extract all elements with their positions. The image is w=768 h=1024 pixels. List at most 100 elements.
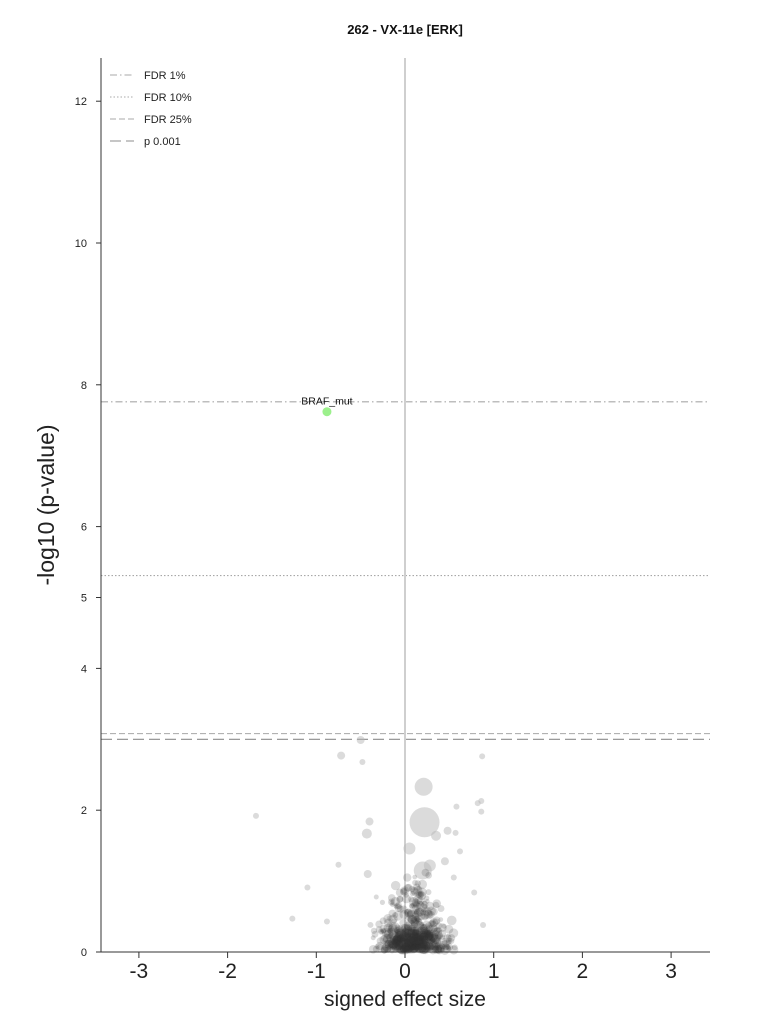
dark-point: [424, 931, 434, 940]
dark-point: [391, 936, 402, 947]
dark-point: [379, 899, 386, 905]
dark-point: [448, 928, 459, 938]
dark-point: [419, 932, 429, 943]
dark-point: [442, 944, 452, 954]
dark-point: [405, 934, 411, 940]
dark-point: [398, 933, 407, 941]
dark-point: [399, 933, 405, 939]
dark-point: [395, 930, 402, 937]
dark-point: [425, 930, 433, 938]
dark-point: [395, 941, 403, 950]
y-tick-label-7: 12: [75, 96, 87, 108]
dark-point: [421, 941, 431, 951]
dark-point: [381, 933, 391, 944]
dark-point: [413, 941, 420, 949]
dark-point: [410, 918, 420, 928]
dark-point: [410, 943, 420, 953]
dark-point: [418, 946, 425, 952]
dark-point: [412, 929, 420, 937]
dark-point: [382, 933, 393, 944]
dark-point: [426, 925, 433, 933]
x-axis-title: signed effect size: [324, 988, 486, 1011]
dark-point: [396, 905, 405, 913]
dark-point: [408, 940, 416, 947]
dark-point: [422, 900, 428, 906]
light-point-9: [478, 808, 485, 815]
dark-point: [419, 935, 429, 945]
dark-point: [402, 926, 411, 936]
dark-point: [410, 926, 416, 932]
dark-point: [391, 941, 399, 949]
dark-point: [412, 932, 421, 941]
dark-point: [408, 924, 416, 933]
dark-point: [410, 944, 418, 951]
light-point-11: [365, 817, 374, 826]
dark-point: [412, 934, 420, 943]
dark-point: [443, 934, 452, 943]
dark-point: [414, 934, 420, 940]
dark-point: [385, 933, 394, 942]
dark-point: [422, 941, 428, 947]
dark-point: [420, 909, 427, 916]
dark-point: [430, 936, 437, 943]
dark-point: [395, 928, 405, 938]
dark-point: [425, 872, 433, 879]
dark-point: [420, 930, 431, 940]
dark-point: [402, 939, 409, 946]
dark-point: [419, 937, 429, 947]
dark-point: [425, 937, 431, 943]
dark-point: [430, 936, 437, 943]
light-point-13: [443, 826, 452, 835]
dark-point: [400, 946, 405, 951]
dark-point: [411, 939, 421, 949]
y-tick-label-0: 0: [81, 947, 87, 959]
dark-point: [372, 945, 380, 953]
dark-point: [403, 944, 413, 954]
dark-point: [386, 922, 393, 930]
dark-point: [425, 889, 432, 896]
dark-point: [395, 943, 406, 954]
dark-point: [413, 943, 420, 950]
dark-point: [396, 895, 404, 903]
dark-point: [407, 914, 417, 924]
dark-point: [404, 908, 414, 918]
dark-point: [371, 930, 379, 938]
dark-point: [416, 943, 424, 951]
dark-point: [384, 946, 391, 953]
dark-point: [398, 937, 409, 948]
dark-point: [423, 909, 434, 920]
dark-point: [386, 932, 397, 943]
dark-point: [436, 933, 444, 940]
dark-point: [403, 891, 410, 898]
dark-point: [415, 918, 423, 926]
dark-point: [406, 941, 414, 950]
dark-point: [420, 947, 426, 953]
dark-point: [393, 937, 399, 943]
dark-point: [412, 926, 422, 936]
dark-point: [407, 931, 414, 938]
dark-point: [421, 907, 427, 913]
light-point-17: [456, 848, 463, 855]
dark-point: [431, 929, 439, 937]
dark-point: [419, 936, 427, 943]
dark-point: [426, 936, 434, 943]
dark-point: [419, 930, 427, 938]
dark-point: [391, 939, 398, 946]
dark-point: [424, 941, 434, 952]
dark-point-cluster: [367, 868, 459, 955]
dark-point: [400, 926, 407, 933]
dark-point: [421, 944, 430, 953]
dark-point: [410, 945, 417, 951]
dark-point: [417, 935, 423, 941]
dark-point: [447, 934, 456, 942]
dark-point: [406, 926, 412, 932]
light-point-19: [423, 859, 436, 872]
dark-point: [419, 931, 429, 941]
dark-point: [389, 900, 395, 905]
dark-point: [412, 925, 423, 935]
dark-point: [407, 947, 413, 953]
dark-point: [408, 933, 413, 939]
dark-point: [423, 946, 429, 952]
dark-point: [405, 935, 412, 943]
y-tick-label-5: 8: [81, 380, 87, 392]
